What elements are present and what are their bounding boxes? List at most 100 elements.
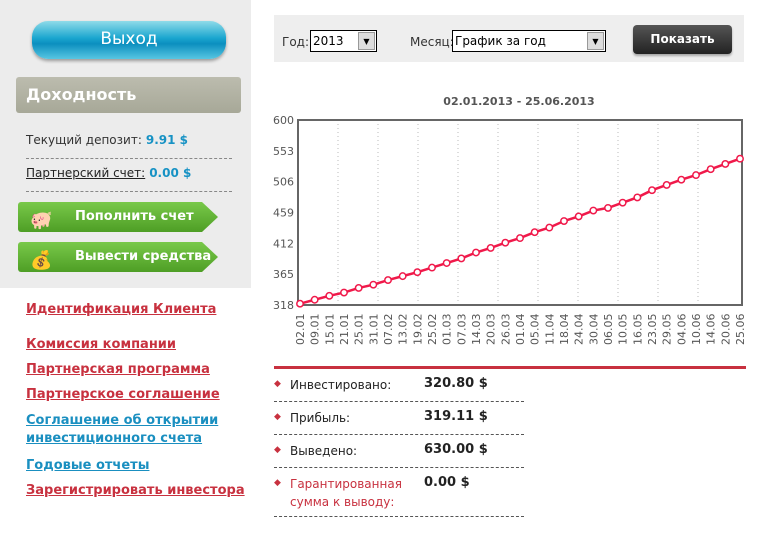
data-point: [398, 272, 407, 281]
x-tick-label: 16.05: [631, 314, 644, 346]
y-tick-label: 553: [273, 145, 294, 158]
bullet-icon: ◆: [274, 445, 281, 455]
link-commission[interactable]: Комиссия компании: [26, 337, 177, 352]
filter-bar: Год: 2013 ▼ Месяц: График за год ▼ Показат…: [274, 15, 744, 62]
data-point: [618, 198, 627, 207]
x-tick-label: 18.04: [558, 314, 571, 346]
partner-account-link[interactable]: Партнерский счет:: [26, 166, 146, 180]
data-point: [516, 234, 524, 243]
piggy-bank-icon: 🐖: [30, 210, 53, 231]
y-tick-label: 506: [273, 176, 294, 189]
chart-title: 02.01.2013 - 25.06.2013: [443, 95, 595, 108]
link-client-identification[interactable]: Идентификация Клиента: [26, 302, 217, 317]
summary-label: Инвестировано:: [290, 378, 392, 392]
x-tick-label: 01.04: [514, 314, 527, 346]
data-point: [677, 175, 686, 184]
y-tick-label: 412: [273, 237, 294, 250]
data-point: [472, 248, 480, 257]
x-tick-label: 09.01: [309, 314, 322, 346]
dropdown-arrow-icon: ▼: [587, 32, 604, 50]
data-point: [662, 180, 671, 189]
x-tick-label: 25.01: [353, 314, 366, 346]
summary-row: ◆ Инвестировано: 320.80 $: [274, 373, 524, 402]
x-tick-label: 29.05: [661, 314, 674, 346]
x-tick-label: 01.03: [441, 314, 454, 346]
x-tick-label: 04.06: [675, 314, 688, 346]
withdraw-button[interactable]: 💰 Вывести средства: [18, 242, 218, 272]
x-tick-label: 05.04: [529, 314, 542, 346]
x-tick-label: 20.03: [485, 314, 498, 346]
summary-row: ◆ Выведено: 630.00 $: [274, 439, 524, 468]
section-title: Доходность: [16, 77, 241, 113]
topup-button[interactable]: 🐖 Пополнить счет: [18, 202, 218, 232]
data-point: [530, 228, 539, 237]
data-point: [310, 295, 319, 304]
data-point: [545, 223, 554, 232]
data-point: [501, 238, 510, 247]
y-tick-label: 318: [273, 299, 294, 312]
line-chart: 318 365 412 459 506 553 600 02.01 09.01 15.01 21.0…: [273, 114, 747, 346]
x-tick-label: 02.01: [294, 314, 307, 346]
link-partner-program[interactable]: Партнерская программа: [26, 362, 210, 377]
data-point: [574, 212, 583, 221]
show-button[interactable]: Показать: [633, 25, 732, 54]
data-point: [648, 186, 656, 195]
x-tick-label: 20.06: [719, 314, 732, 346]
deposit-value: 9.91 $: [145, 133, 188, 147]
x-tick-label: 11.04: [543, 314, 556, 346]
data-point: [413, 268, 422, 277]
link-investment-agreement[interactable]: Соглашение об открытии инвестиционного с…: [26, 413, 219, 446]
x-tick-label: 23.05: [646, 314, 659, 346]
plot-frame: [297, 119, 743, 306]
x-tick-label: 10.05: [617, 314, 630, 346]
x-tick-label: 24.04: [573, 314, 586, 346]
deposit-label: Текущий депозит:: [26, 133, 142, 147]
series-line: [299, 157, 741, 305]
x-tick-label: 10.06: [690, 314, 703, 346]
summary-row: ◆ Гарантированная сумма к выводу: 0.00 $: [274, 472, 524, 517]
x-tick-label: 14.06: [705, 314, 718, 346]
dropdown-arrow-icon: ▼: [358, 32, 375, 50]
bullet-icon: ◆: [274, 412, 281, 422]
summary-label: Выведено:: [290, 444, 358, 458]
y-tick-label: 600: [273, 114, 294, 127]
bullet-icon: ◆: [274, 379, 281, 389]
summary-value: 0.00 $: [424, 475, 470, 490]
withdraw-label: Вывести средства: [75, 249, 212, 264]
withdraw-piggy-icon: 💰: [30, 250, 53, 271]
data-point: [442, 259, 451, 267]
data-point: [384, 276, 392, 285]
x-tick-label: 14.03: [470, 314, 483, 346]
data-point: [486, 243, 495, 252]
year-select[interactable]: 2013 ▼: [310, 30, 377, 52]
year-label: Год:: [282, 35, 309, 49]
data-point: [604, 203, 612, 212]
x-tick-label: 21.01: [338, 314, 351, 346]
topup-label: Пополнить счет: [75, 209, 194, 224]
summary-value: 320.80 $: [424, 376, 488, 391]
month-select[interactable]: График за год ▼: [452, 30, 606, 52]
summary-value: 630.00 $: [424, 442, 488, 457]
x-tick-label: 25.06: [734, 314, 747, 346]
link-annual-reports[interactable]: Годовые отчеты: [26, 458, 150, 473]
data-point: [633, 193, 642, 202]
bullet-icon: ◆: [274, 478, 281, 488]
data-point: [692, 171, 700, 180]
sidebar-links: Идентификация Клиента Комиссия компании …: [26, 302, 245, 498]
link-register-investor[interactable]: Зарегистрировать инвестора: [26, 483, 245, 498]
data-point: [736, 154, 744, 163]
data-point: [560, 217, 568, 225]
data-point: [428, 263, 436, 272]
summary-label: Гарантированная сумма к выводу:: [290, 477, 402, 509]
x-tick-label: 07.02: [382, 314, 395, 346]
data-point: [325, 291, 334, 300]
sidebar: Выход Доходность Текущий депозит: 9.91 $ …: [0, 0, 251, 288]
link-partner-agreement[interactable]: Партнерское соглашение: [26, 387, 220, 402]
data-point: [457, 254, 466, 263]
exit-button[interactable]: Выход: [32, 21, 226, 59]
x-tick-label: 30.04: [587, 314, 600, 346]
x-tick-label: 13.02: [397, 314, 410, 346]
month-value: График за год: [455, 34, 546, 48]
x-tick-label: 15.01: [323, 314, 336, 346]
x-tick-label: 31.01: [367, 314, 380, 346]
